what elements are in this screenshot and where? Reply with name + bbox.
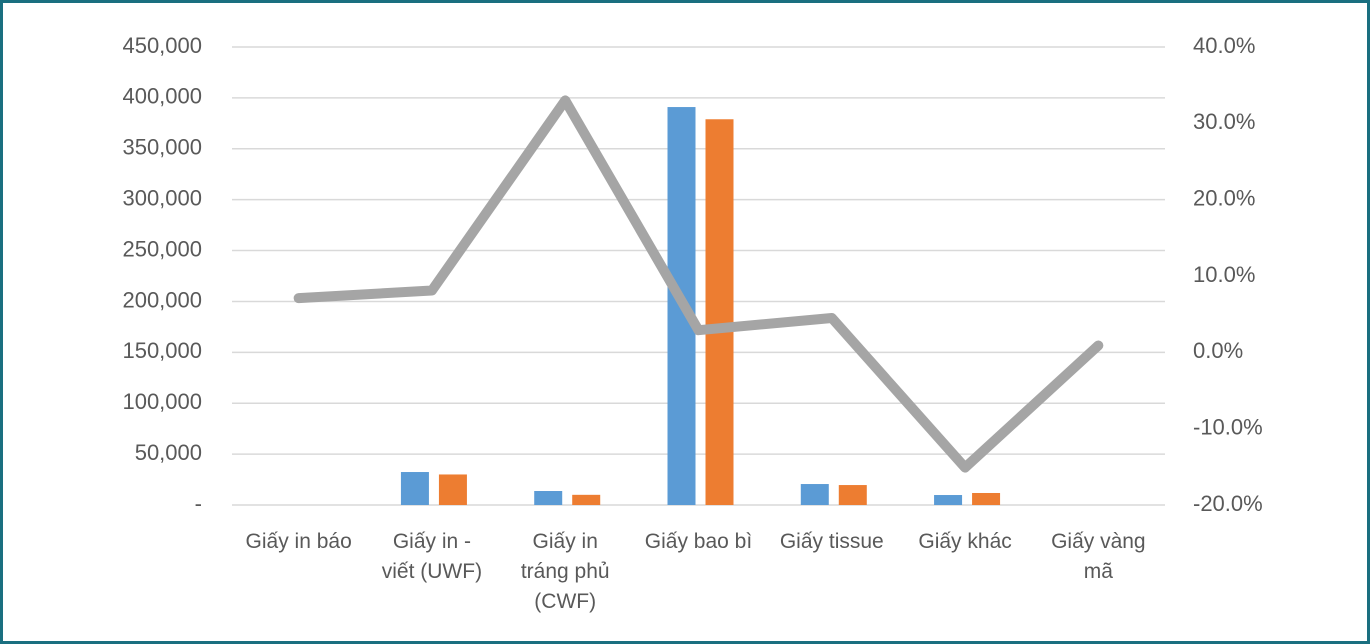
y-tick-label: 50,000 [135, 440, 202, 465]
y-tick-label: 200,000 [122, 287, 202, 312]
y-tick-label: 300,000 [122, 185, 202, 210]
y2-tick-label: 30.0% [1193, 109, 1255, 134]
y-tick-label: 400,000 [122, 84, 202, 109]
x-tick-label: Giấy bao bì [644, 530, 753, 553]
x-tick-label: Giấy in tráng phủ (CWF) [520, 530, 610, 613]
chart: - 50,000 100,000 150,000 200,000 250,000 300,0… [122, 33, 1263, 516]
bar [800, 484, 829, 505]
y2-tick-label: 0.0% [1193, 338, 1243, 363]
x-tick-label: Giấy vàng mã [1051, 530, 1146, 583]
x-tick-label: Giấy tissue [779, 530, 884, 553]
y-tick-label: 100,000 [122, 389, 202, 414]
y-tick-label: - [195, 491, 202, 516]
bar [438, 474, 467, 505]
bar [400, 472, 429, 505]
bar [972, 492, 1001, 505]
y2-tick-label: 20.0% [1193, 185, 1255, 210]
x-tick-label: Giấy khác [918, 530, 1012, 553]
y2-tick-label: -20.0% [1193, 491, 1263, 516]
y2-tick-label: 40.0% [1193, 33, 1255, 58]
bar [572, 494, 601, 505]
bar [705, 119, 734, 506]
x-tick-label: Giấy in báo [245, 530, 352, 553]
y-tick-label: 350,000 [122, 135, 202, 160]
y-tick-label: 250,000 [122, 236, 202, 261]
y-tick-label: 150,000 [122, 338, 202, 363]
bar [934, 495, 963, 505]
x-tick-label: Giấy in - viết (UWF) [381, 530, 483, 583]
y2-tick-label: 10.0% [1193, 262, 1255, 287]
bar [534, 491, 563, 505]
bar [838, 485, 867, 505]
y-tick-label: 450,000 [122, 33, 202, 58]
y2-tick-label: -10.0% [1193, 414, 1263, 439]
line-series [293, 95, 1104, 473]
